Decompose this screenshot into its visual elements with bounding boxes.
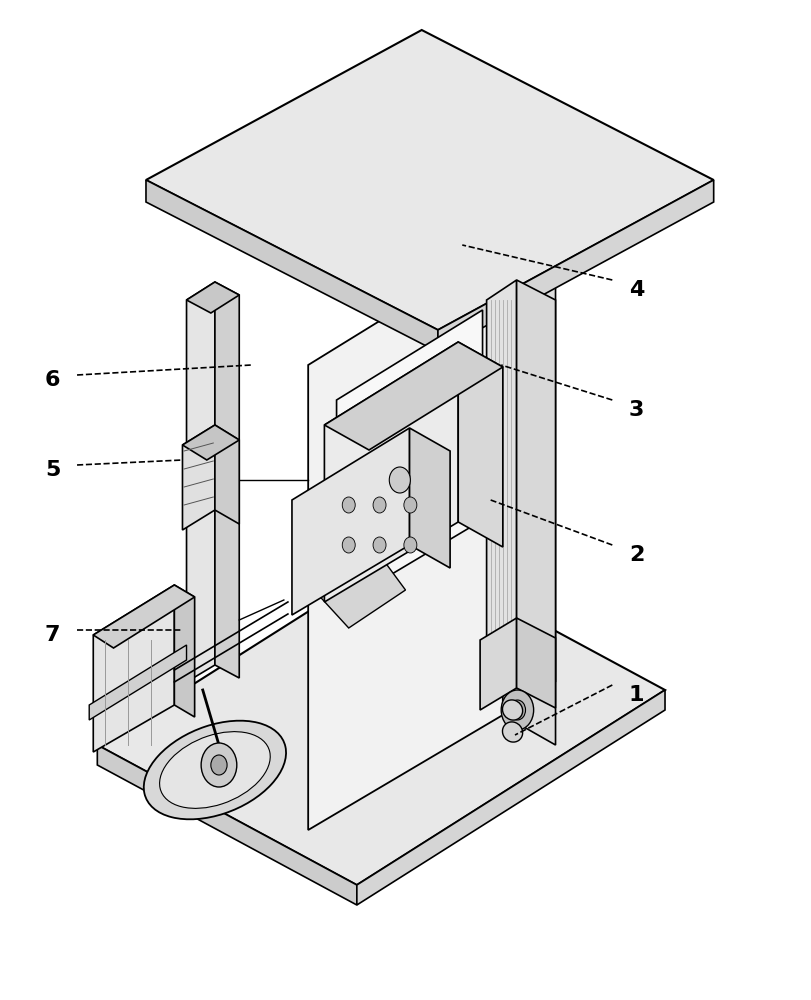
Polygon shape [324, 342, 503, 450]
Text: 5: 5 [45, 460, 60, 480]
Text: 4: 4 [629, 280, 644, 300]
Polygon shape [174, 585, 195, 717]
Polygon shape [182, 425, 239, 460]
Polygon shape [187, 282, 239, 313]
Polygon shape [487, 280, 517, 680]
Polygon shape [337, 310, 483, 607]
Text: 2: 2 [629, 545, 644, 565]
Circle shape [501, 690, 534, 730]
Text: 3: 3 [629, 400, 644, 420]
Polygon shape [517, 280, 556, 682]
Polygon shape [97, 745, 357, 905]
Polygon shape [458, 342, 503, 547]
Polygon shape [480, 618, 517, 710]
Text: 6: 6 [45, 370, 61, 390]
Ellipse shape [160, 732, 270, 808]
Text: 1: 1 [629, 685, 645, 705]
Circle shape [342, 537, 355, 553]
Polygon shape [292, 428, 410, 615]
Polygon shape [438, 180, 714, 352]
Polygon shape [97, 550, 665, 885]
Ellipse shape [144, 721, 286, 819]
Polygon shape [300, 535, 406, 628]
Polygon shape [324, 342, 458, 602]
Polygon shape [517, 618, 556, 708]
Circle shape [373, 537, 386, 553]
Polygon shape [93, 585, 174, 752]
Ellipse shape [503, 700, 522, 720]
Circle shape [342, 497, 355, 513]
Polygon shape [182, 425, 215, 530]
Circle shape [211, 755, 227, 775]
Polygon shape [215, 282, 239, 678]
Polygon shape [308, 245, 503, 830]
Circle shape [404, 497, 417, 513]
Circle shape [373, 497, 386, 513]
Circle shape [404, 537, 417, 553]
Polygon shape [187, 282, 215, 682]
Polygon shape [357, 690, 665, 905]
Polygon shape [503, 245, 556, 745]
Polygon shape [146, 180, 438, 352]
Text: 7: 7 [45, 625, 61, 645]
Circle shape [509, 700, 526, 720]
Circle shape [389, 467, 410, 493]
Text: 计数量显示屏: 计数量显示屏 [386, 449, 433, 471]
Polygon shape [146, 30, 714, 330]
Circle shape [201, 743, 237, 787]
Ellipse shape [503, 722, 522, 742]
Polygon shape [410, 428, 450, 568]
Polygon shape [93, 585, 195, 648]
Polygon shape [89, 645, 187, 720]
Polygon shape [215, 425, 239, 524]
